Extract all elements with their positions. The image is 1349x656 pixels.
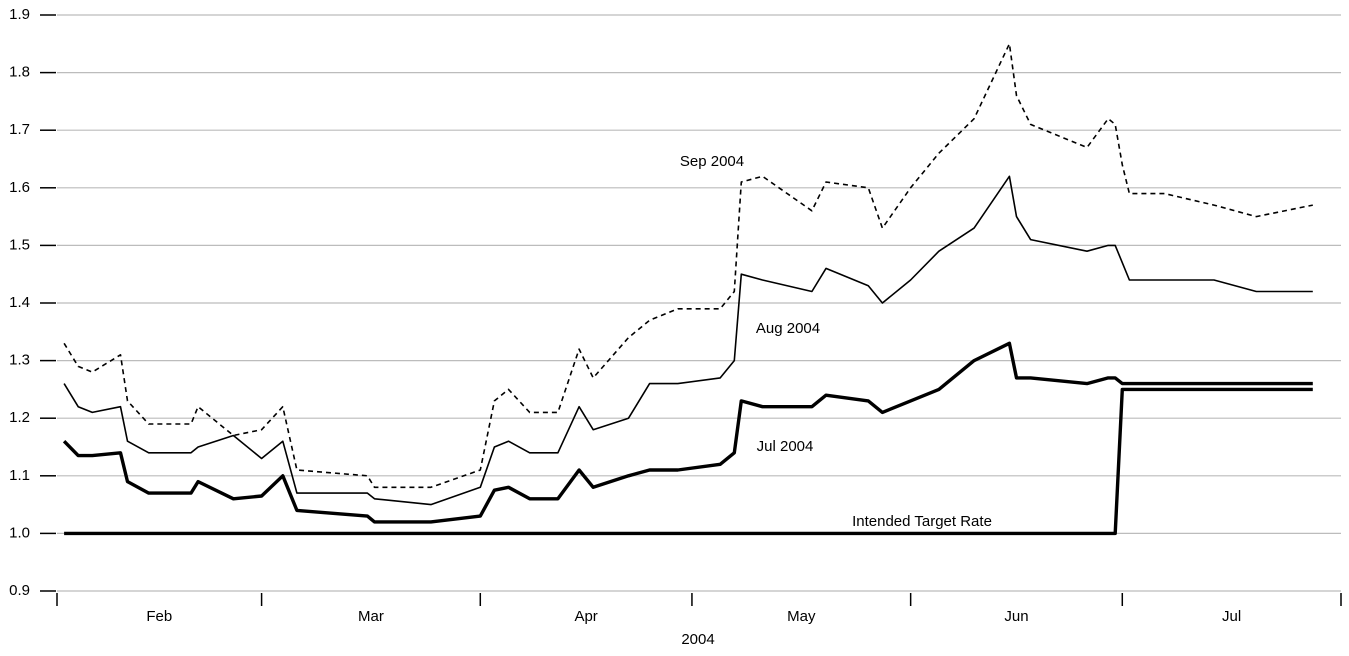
y-tick-label: 1.5 bbox=[9, 236, 30, 253]
y-tick-label: 0.9 bbox=[9, 582, 30, 599]
y-tick-label: 1.8 bbox=[9, 64, 30, 81]
y-tick-label: 1.1 bbox=[9, 467, 30, 484]
month-label: Jun bbox=[1004, 608, 1028, 625]
y-tick-label: 1.3 bbox=[9, 352, 30, 369]
month-label: Mar bbox=[358, 608, 384, 625]
month-label: May bbox=[787, 608, 816, 625]
series-line bbox=[64, 387, 1313, 536]
month-label: Apr bbox=[574, 608, 597, 625]
y-tick-label: 1.9 bbox=[9, 6, 30, 23]
series-line bbox=[63, 175, 1313, 506]
x-axis-label: 2004 bbox=[681, 631, 714, 648]
series-label: Aug 2004 bbox=[756, 320, 820, 337]
series-label: Intended Target Rate bbox=[852, 513, 992, 530]
y-tick-label: 1.4 bbox=[9, 294, 30, 311]
y-tick-label: 1.2 bbox=[9, 409, 30, 426]
series-line bbox=[63, 43, 1313, 489]
month-label: Jul bbox=[1222, 608, 1241, 625]
y-tick-label: 1.0 bbox=[9, 524, 30, 541]
month-label: Feb bbox=[146, 608, 172, 625]
y-tick-label: 1.6 bbox=[9, 179, 30, 196]
series-line bbox=[62, 341, 1313, 524]
series-label: Jul 2004 bbox=[757, 438, 814, 455]
series-label: Sep 2004 bbox=[680, 153, 744, 170]
y-tick-label: 1.7 bbox=[9, 121, 30, 138]
